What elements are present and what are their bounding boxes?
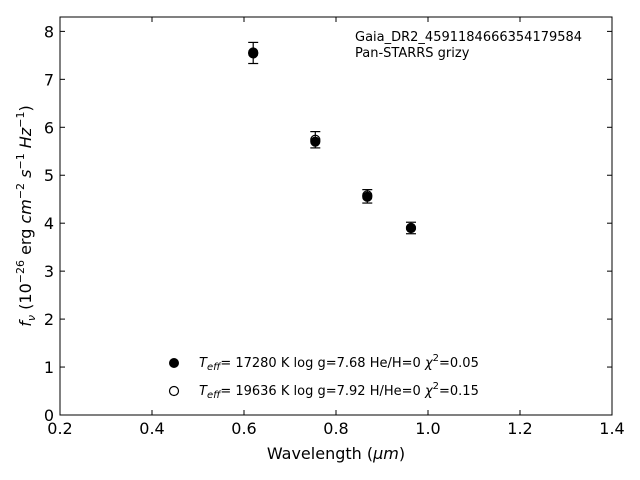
x-axis-title: Wavelength (μm) — [267, 444, 405, 463]
model-points — [248, 47, 417, 234]
model-point-open — [248, 47, 259, 58]
model-point-open — [310, 134, 321, 145]
object-name: Gaia_DR2_4591184666354179584 — [355, 30, 582, 45]
observed-photometry — [248, 41, 416, 235]
legend-entry-2: Teff= 19636 K log g=7.92 H/He=0 χ2=0.15 — [168, 381, 479, 401]
x-tick-label: 1.2 — [507, 419, 532, 438]
y-tick-label: 4 — [44, 214, 54, 233]
y-tick-label: 6 — [44, 118, 54, 137]
x-tick-label: 0.6 — [231, 419, 256, 438]
x-tick-label: 0.8 — [323, 419, 348, 438]
model-point-open — [362, 190, 373, 201]
y-tick-label: 7 — [44, 70, 54, 89]
axis-ticks: 0.2 0.4 0.6 0.8 1.0 1.2 1.4 0 1 2 3 4 5 6 7 8 — [44, 17, 625, 438]
survey-name: Pan-STARRS grizy — [355, 46, 470, 61]
legend-entry-1: Teff= 17280 K log g=7.68 He/H=0 χ2=0.05 — [169, 353, 479, 373]
legend: Teff= 17280 K log g=7.68 He/H=0 χ2=0.05 … — [168, 353, 479, 401]
y-tick-label: 0 — [44, 406, 54, 425]
svg-text:Teff= 19636 K log g=7.92 H/H: Teff= 19636 K log g=7.92 H/He=0 χ2=0.15 — [199, 381, 479, 401]
y-tick-label: 1 — [44, 358, 54, 377]
legend-marker-filled — [169, 358, 179, 368]
y-tick-label: 5 — [44, 166, 54, 185]
y-tick-label: 3 — [44, 262, 54, 281]
model-point-open — [405, 222, 417, 234]
legend-marker-open — [168, 385, 180, 397]
x-tick-label: 0.4 — [139, 419, 164, 438]
y-tick-label: 8 — [44, 22, 54, 41]
x-tick-label: 1.4 — [599, 419, 624, 438]
svg-text:Teff= 17280 K log g=7.68 He/: Teff= 17280 K log g=7.68 He/H=0 χ2=0.05 — [199, 353, 479, 373]
x-tick-label: 0.2 — [47, 419, 72, 438]
x-tick-label: 1.0 — [415, 419, 440, 438]
y-tick-label: 2 — [44, 310, 54, 329]
y-axis-title: fν (10−26 erg cm−2 s−1 Hz−1) — [14, 105, 38, 326]
